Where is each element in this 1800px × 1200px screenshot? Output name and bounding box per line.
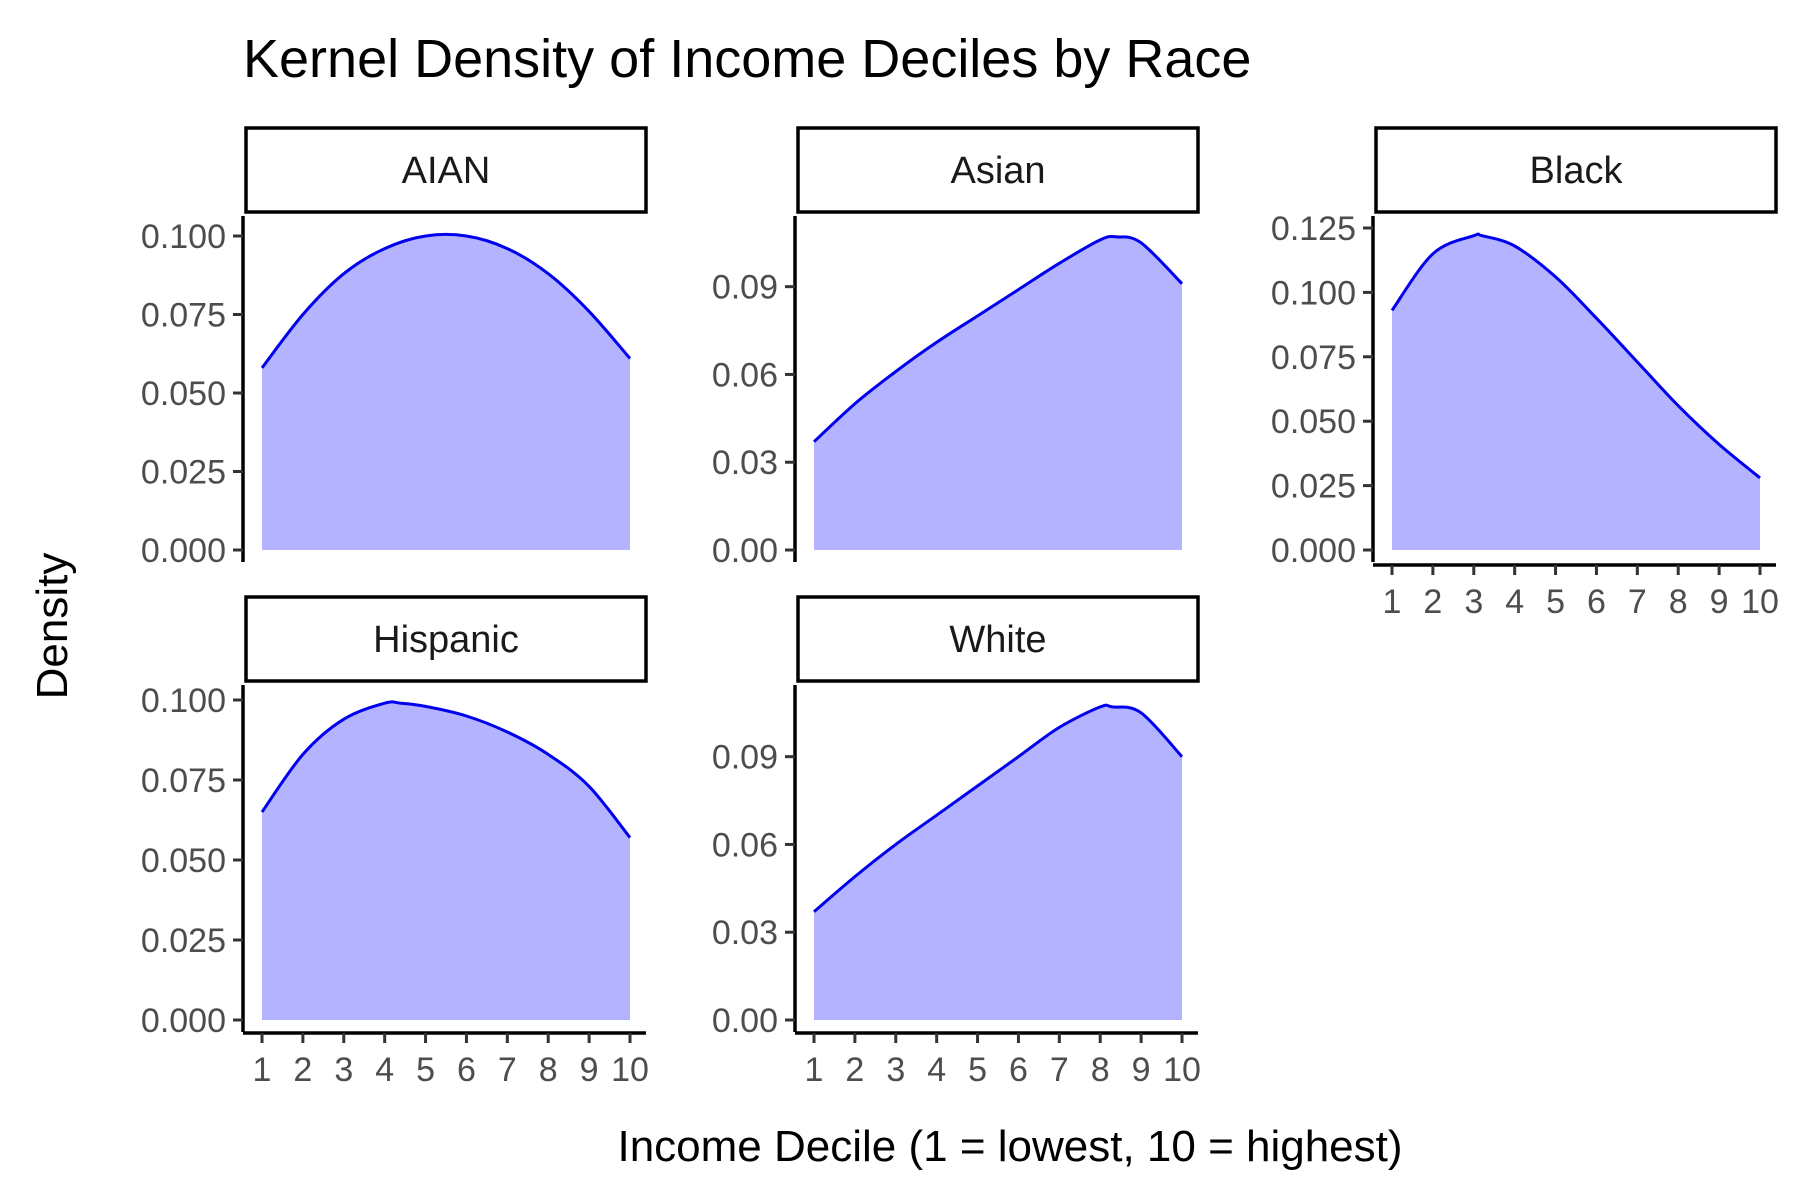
x-tick-label: 9 (1132, 1051, 1151, 1089)
x-tick-label: 2 (1423, 583, 1442, 621)
y-tick-label: 0.050 (141, 842, 226, 880)
y-tick-label: 0.06 (712, 356, 778, 394)
y-tick-label: 0.100 (141, 218, 226, 256)
x-tick-label: 4 (375, 1051, 394, 1089)
y-tick-label: 0.075 (141, 762, 226, 800)
density-line (813, 703, 1184, 913)
y-tick-label: 0.125 (1271, 210, 1356, 248)
y-tick-label: 0.025 (141, 454, 226, 492)
x-tick-label: 8 (1669, 583, 1688, 621)
x-tick-label: 1 (253, 1051, 272, 1089)
x-tick-label: 10 (611, 1051, 649, 1089)
chart-title: Kernel Density of Income Deciles by Race (243, 29, 1251, 89)
x-tick-label: 5 (968, 1051, 987, 1089)
y-tick-label: 0.000 (1271, 532, 1356, 570)
facet-strip-label: Asian (950, 150, 1045, 192)
x-axis-title: Income Decile (1 = lowest, 10 = highest) (617, 1122, 1402, 1171)
y-tick-label: 0.00 (712, 532, 778, 570)
facet-strip (796, 595, 1200, 683)
y-tick-label: 0.03 (712, 444, 778, 482)
y-tick-label: 0.025 (1271, 468, 1356, 506)
x-tick-label: 3 (1464, 583, 1483, 621)
density-line (812, 234, 1184, 443)
facet-panel-black: Black 0.000 0.025 0.050 0.075 0.100 0.125 1 2 3 4 5… (1271, 126, 1779, 621)
y-tick-label: 0.000 (141, 532, 226, 570)
x-tick-label: 5 (416, 1051, 435, 1089)
density-area (1392, 233, 1760, 551)
y-tick-label: 0.050 (141, 375, 226, 413)
facet-panels: AIAN 0.000 0.025 0.050 0.075 0.100 Asian 0.00 0.… (141, 126, 1779, 1089)
x-tick-label: 8 (539, 1051, 558, 1089)
density-line (260, 232, 632, 369)
y-tick-label: 0.00 (712, 1002, 778, 1040)
y-tick-label: 0.000 (141, 1002, 226, 1040)
x-tick-label: 1 (1383, 583, 1402, 621)
x-tick-label: 2 (293, 1051, 312, 1089)
x-tick-label: 7 (1050, 1051, 1069, 1089)
facet-panel-aian: AIAN 0.000 0.025 0.050 0.075 0.100 (141, 126, 648, 570)
x-tick-label: 2 (845, 1051, 864, 1089)
x-tick-label: 6 (457, 1051, 476, 1089)
x-tick-label: 3 (886, 1051, 905, 1089)
facet-strip (244, 126, 648, 214)
facet-panel-hispanic: Hispanic 0.000 0.025 0.050 0.075 0.100 1 2 3 4 5 6 7… (141, 595, 649, 1089)
x-tick-label: 9 (580, 1051, 599, 1089)
y-tick-label: 0.06 (712, 826, 778, 864)
y-tick-label: 0.03 (712, 914, 778, 952)
density-area (262, 234, 630, 550)
facet-strip-label: Black (1530, 150, 1624, 192)
facet-panel-white: White 0.00 0.03 0.06 0.09 1 2 3 4 5 6 7 8 9 10 (712, 595, 1201, 1089)
y-tick-label: 0.025 (141, 922, 226, 960)
x-tick-label: 10 (1163, 1051, 1201, 1089)
x-tick-label: 5 (1546, 583, 1565, 621)
x-tick-label: 4 (927, 1051, 946, 1089)
density-area (814, 236, 1182, 550)
x-tick-label: 3 (334, 1051, 353, 1089)
x-tick-label: 1 (805, 1051, 824, 1089)
y-tick-label: 0.09 (712, 269, 778, 307)
density-line (260, 700, 632, 839)
x-tick-label: 7 (498, 1051, 517, 1089)
x-tick-label: 8 (1091, 1051, 1110, 1089)
y-tick-label: 0.075 (1271, 339, 1356, 377)
facet-strip-label: AIAN (402, 150, 491, 192)
y-tick-label: 0.075 (141, 297, 226, 335)
y-tick-label: 0.09 (712, 739, 778, 777)
x-tick-label: 6 (1009, 1051, 1028, 1089)
facet-strip (1374, 126, 1778, 214)
y-tick-label: 0.100 (1271, 274, 1356, 312)
x-tick-label: 4 (1505, 583, 1524, 621)
density-area (814, 705, 1182, 1020)
density-line (1390, 232, 1761, 480)
x-tick-label: 10 (1741, 583, 1779, 621)
x-tick-label: 9 (1710, 583, 1729, 621)
x-tick-label: 6 (1587, 583, 1606, 621)
y-tick-label: 0.050 (1271, 403, 1356, 441)
facet-strip-label: Hispanic (373, 619, 519, 661)
y-tick-label: 0.100 (141, 682, 226, 720)
facet-strip-label: White (949, 619, 1046, 661)
facet-panel-asian: Asian 0.00 0.03 0.06 0.09 (712, 126, 1200, 570)
facet-strip (796, 126, 1200, 214)
facet-strip (244, 595, 648, 683)
density-area (262, 701, 630, 1020)
x-tick-label: 7 (1628, 583, 1647, 621)
y-axis-title: Density (28, 553, 77, 700)
